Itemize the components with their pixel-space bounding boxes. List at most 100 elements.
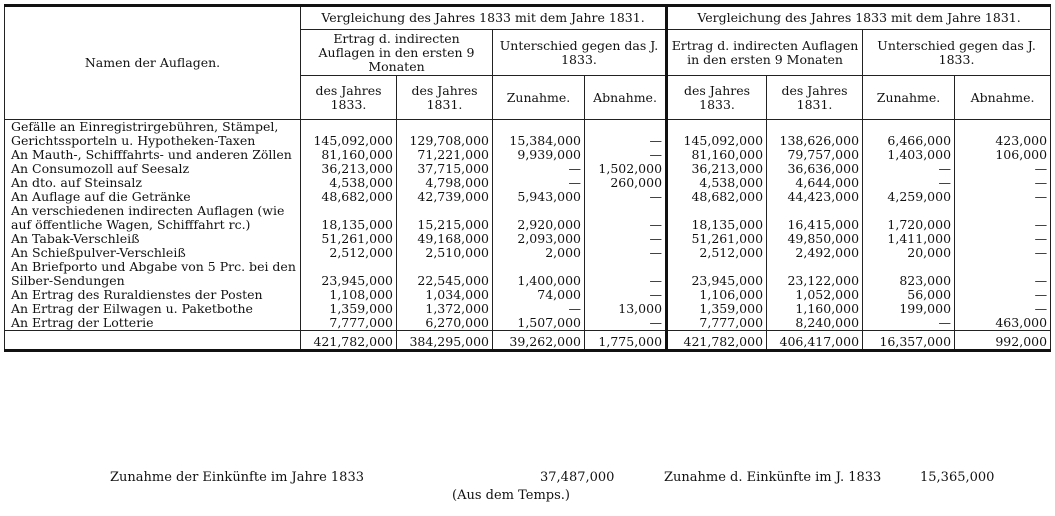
- cell: —: [583, 119, 668, 148]
- total-cell: 384,295,000: [396, 330, 493, 352]
- cell: 5,943,000: [492, 190, 585, 204]
- cell: 145,092,000: [300, 119, 397, 148]
- cell: —: [862, 176, 956, 190]
- diff-header: Unterschied gegen das J. 1833.: [862, 29, 1052, 76]
- cell: 51,261,000: [300, 232, 397, 246]
- cell: 463,000: [954, 316, 1052, 331]
- footer-label: Zunahme der Einkünfte im Jahre 1833: [110, 470, 364, 485]
- cell: 9,939,000: [492, 148, 585, 162]
- cell: 6,466,000: [862, 119, 956, 148]
- column-header: Zunahme.: [862, 75, 956, 120]
- cell: 23,122,000: [766, 260, 864, 288]
- cell: —: [492, 176, 585, 190]
- total-cell: 992,000: [954, 330, 1052, 352]
- cell: —: [583, 232, 668, 246]
- cell: 199,000: [862, 302, 956, 316]
- cell: [4, 330, 301, 352]
- cell: 1,106,000: [665, 288, 768, 302]
- row-name: An Tabak-Verschleiß: [4, 232, 301, 246]
- column-header: Zunahme.: [492, 75, 585, 120]
- cell: 8,240,000: [766, 316, 864, 331]
- total-cell: 421,782,000: [665, 330, 768, 352]
- group-title: Vergleichung des Jahres 1833 mit dem Jah…: [665, 4, 1052, 30]
- column-header: des Jahres 1831.: [396, 75, 493, 120]
- yield-header: Ertrag d. indirecten Auflagen in den ers…: [665, 29, 864, 76]
- cell: 1,507,000: [492, 316, 585, 331]
- cell: 7,777,000: [665, 316, 768, 331]
- cell: 2,920,000: [492, 204, 585, 232]
- cell: 37,715,000: [396, 162, 493, 176]
- cell: 36,213,000: [665, 162, 768, 176]
- group-title: Vergleichung des Jahres 1833 mit dem Jah…: [299, 4, 668, 30]
- table-row: An Ertrag der Lotterie 7,777,000 6,270,000…: [4, 316, 1052, 331]
- row-name: An Schießpulver-Verschleiß: [4, 246, 301, 260]
- row-name: An dto. auf Steinsalz: [4, 176, 301, 190]
- cell: 1,403,000: [862, 148, 956, 162]
- cell: 4,259,000: [862, 190, 956, 204]
- cell: 23,945,000: [665, 260, 768, 288]
- cell: —: [583, 288, 668, 302]
- cell: —: [954, 288, 1052, 302]
- row-name: An Consumozoll auf Seesalz: [4, 162, 301, 176]
- cell: 1,160,000: [766, 302, 864, 316]
- name-header: Namen der Auflagen.: [4, 4, 301, 120]
- cell: 1,400,000: [492, 260, 585, 288]
- cell: —: [583, 316, 668, 331]
- cell: 36,213,000: [300, 162, 397, 176]
- cell: 2,512,000: [665, 246, 768, 260]
- cell: 81,160,000: [300, 148, 397, 162]
- table-row: An Consumozoll auf Seesalz 36,213,000 37,7…: [4, 162, 1052, 176]
- cell: 2,512,000: [300, 246, 397, 260]
- row-name: An Ertrag der Lotterie: [4, 316, 301, 331]
- cell: 22,545,000: [396, 260, 493, 288]
- cell: 1,359,000: [300, 302, 397, 316]
- cell: 4,538,000: [300, 176, 397, 190]
- table-row: An dto. auf Steinsalz 4,538,000 4,798,000—…: [4, 176, 1052, 190]
- yield-header: Ertrag d. indirecten Auflagen in den ers…: [300, 29, 493, 76]
- cell: 106,000: [954, 148, 1052, 162]
- cell: —: [492, 302, 585, 316]
- cell: 15,384,000: [492, 119, 585, 148]
- cell: 48,682,000: [665, 190, 768, 204]
- cell: 1,052,000: [766, 288, 864, 302]
- total-cell: 1,775,000: [583, 330, 668, 352]
- cell: 423,000: [954, 119, 1052, 148]
- column-header: Abnahme.: [954, 75, 1052, 120]
- table-row: An verschiedenen indirecten Auflagen (wi…: [4, 204, 1052, 232]
- cell: 13,000: [583, 302, 668, 316]
- cell: 51,261,000: [665, 232, 768, 246]
- cell: 20,000: [862, 246, 956, 260]
- totals-row: 421,782,000 384,295,000 39,262,000 1,775,00…: [4, 330, 1052, 352]
- table-row: An Auflage auf die Getränke 48,682,000 42,…: [4, 190, 1052, 204]
- cell: 18,135,000: [300, 204, 397, 232]
- cell: 71,221,000: [396, 148, 493, 162]
- footer-label: Zunahme d. Einkünfte im J. 1833: [664, 470, 882, 485]
- cell: —: [954, 190, 1052, 204]
- column-header: des Jahres 1833.: [300, 75, 397, 120]
- cell: 36,636,000: [766, 162, 864, 176]
- row-name: An Ertrag des Ruraldienstes der Posten: [4, 288, 301, 302]
- cell: 138,626,000: [766, 119, 864, 148]
- cell: —: [492, 162, 585, 176]
- cell: 1,372,000: [396, 302, 493, 316]
- cell: —: [954, 246, 1052, 260]
- cell: —: [954, 260, 1052, 288]
- cell: 2,510,000: [396, 246, 493, 260]
- diff-header: Unterschied gegen das J. 1833.: [491, 29, 668, 76]
- cell: 145,092,000: [665, 119, 768, 148]
- cell: 42,739,000: [396, 190, 493, 204]
- cell: 823,000: [862, 260, 956, 288]
- cell: —: [583, 204, 668, 232]
- row-name: An Mauth-, Schifffahrts- und anderen Zöl…: [4, 148, 301, 162]
- cell: 1,108,000: [300, 288, 397, 302]
- cell: 6,270,000: [396, 316, 493, 331]
- cell: 18,135,000: [665, 204, 768, 232]
- total-cell: 39,262,000: [492, 330, 585, 352]
- cell: —: [583, 260, 668, 288]
- total-cell: 421,782,000: [300, 330, 397, 352]
- table-row: An Mauth-, Schifffahrts- und anderen Zöl…: [4, 148, 1052, 162]
- table-row: An Schießpulver-Verschleiß 2,512,000 2,510…: [4, 246, 1052, 260]
- total-cell: 16,357,000: [862, 330, 956, 352]
- cell: —: [954, 162, 1052, 176]
